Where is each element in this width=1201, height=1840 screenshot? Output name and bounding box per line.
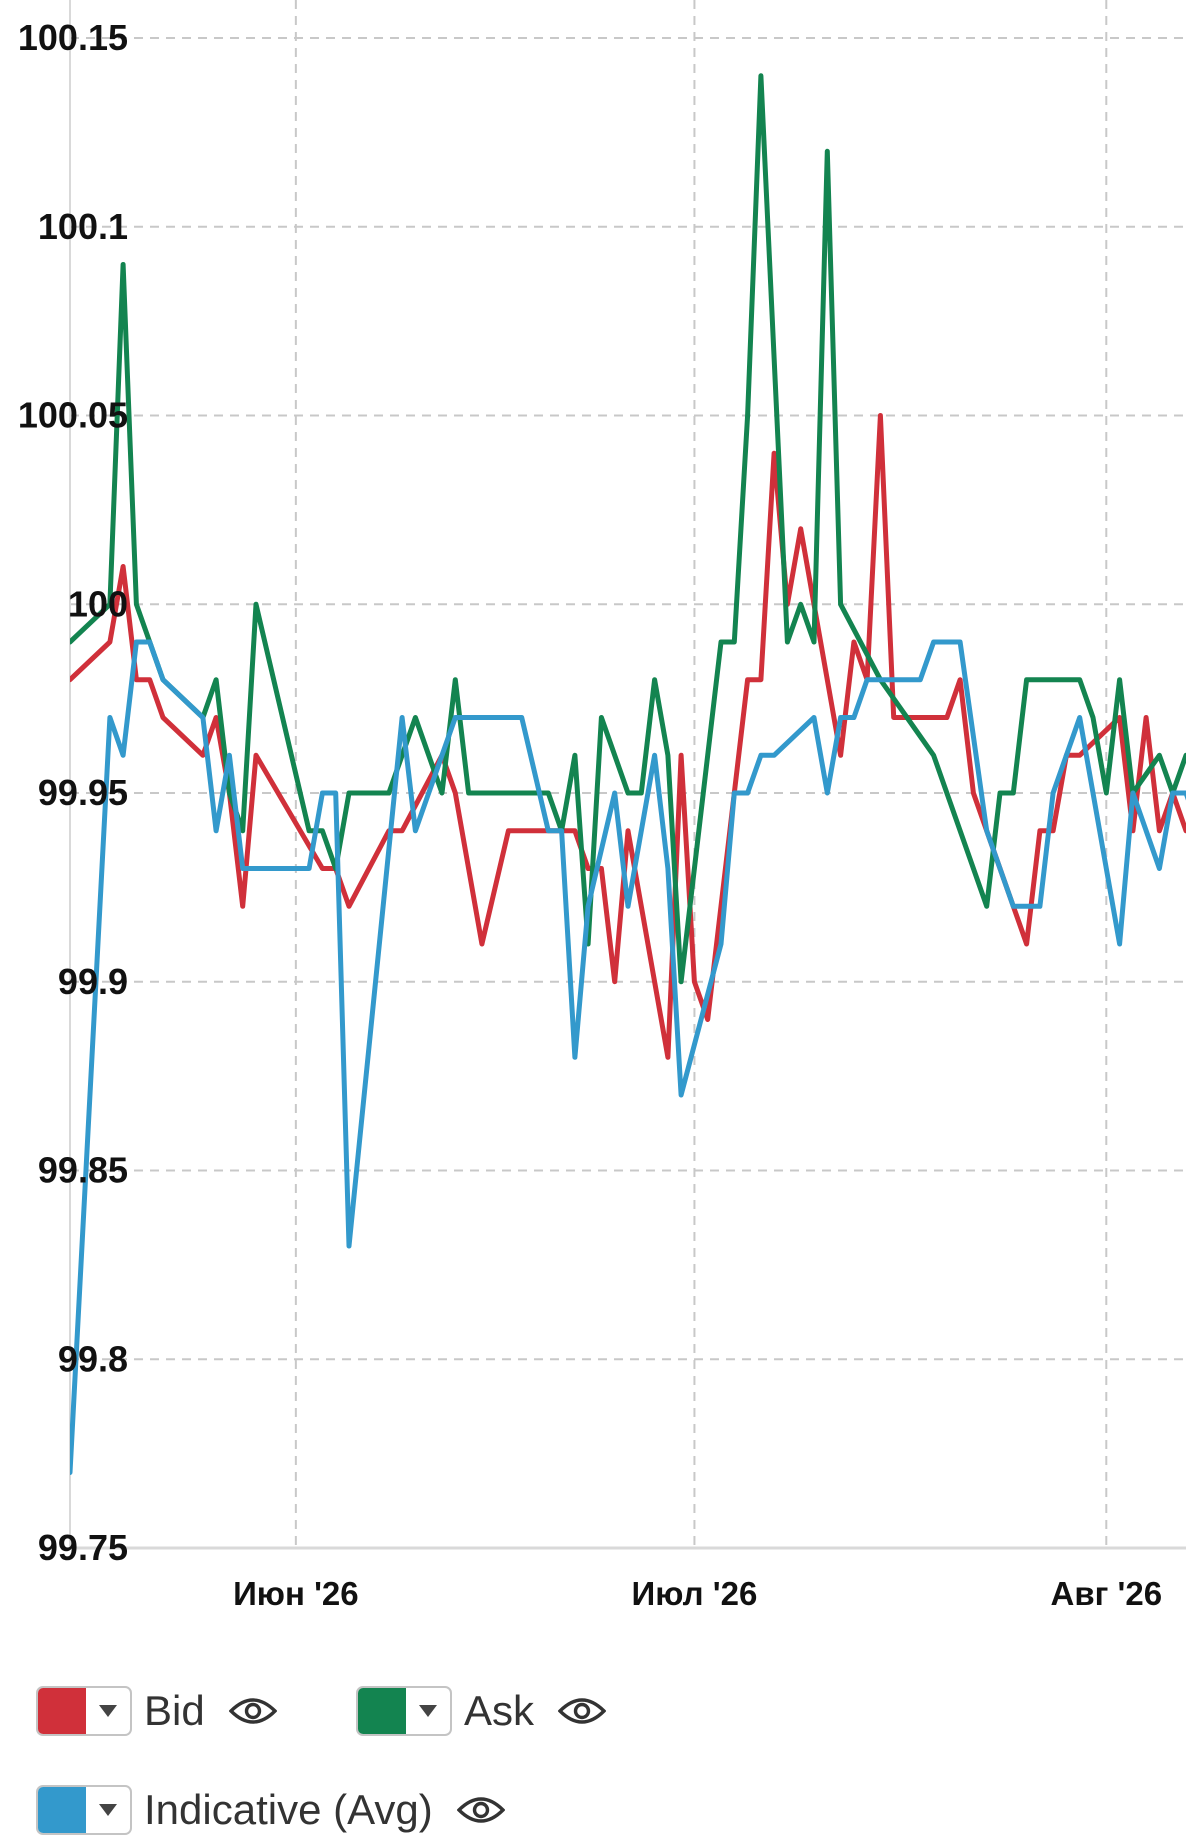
y-tick-label: 100 [68,583,128,624]
ask-color-picker[interactable] [356,1686,452,1736]
legend-label-indicative: Indicative (Avg) [144,1786,433,1833]
y-tick-label: 100.15 [18,17,128,58]
series-line-bid [70,413,1186,1060]
bid-color-swatch [38,1688,86,1734]
legend-label-ask: Ask [464,1687,535,1734]
chart-grid [70,0,1186,1548]
chart-axes [69,0,1186,1550]
chevron-down-icon [86,1688,130,1734]
x-tick-label: Июн '26 [233,1575,359,1612]
y-tick-label: 100.1 [38,206,128,247]
y-tick-label: 99.95 [38,772,128,813]
y-axis-tick-labels: 100.15 100.1 100.05 100 99.95 99.9 99.85 99.8 99… [18,17,128,1568]
y-tick-label: 99.75 [38,1527,128,1568]
bid-color-picker[interactable] [36,1686,132,1736]
y-tick-label: 99.8 [58,1338,128,1379]
chevron-down-icon [406,1688,450,1734]
x-axis-tick-labels: Июн '26 Июл '26 Авг '26 [233,1575,1162,1612]
y-tick-label: 99.9 [58,961,128,1002]
line-chart: 100.15 100.1 100.05 100 99.95 99.9 99.85 99.8 99… [18,0,1186,1612]
y-tick-label: 99.85 [38,1150,128,1191]
legend-item-ask[interactable]: Ask [356,1681,607,1741]
indicative-color-swatch [38,1787,86,1833]
legend-label-bid: Bid [144,1687,205,1734]
ask-color-swatch [358,1688,406,1734]
y-tick-label: 100.05 [18,395,128,436]
chart-series [70,73,1186,1475]
legend-item-bid[interactable]: Bid [36,1681,277,1741]
eye-icon[interactable] [558,1694,607,1728]
series-line-indicative-avg [70,639,1186,1475]
eye-icon[interactable] [456,1793,505,1827]
legend-item-indicative[interactable]: Indicative (Avg) [36,1780,505,1840]
series-line-ask [70,73,1186,985]
x-tick-label: Авг '26 [1050,1575,1162,1612]
x-tick-label: Июл '26 [632,1575,758,1612]
chevron-down-icon [86,1787,130,1833]
eye-icon[interactable] [228,1694,277,1728]
indicative-color-picker[interactable] [36,1785,132,1835]
